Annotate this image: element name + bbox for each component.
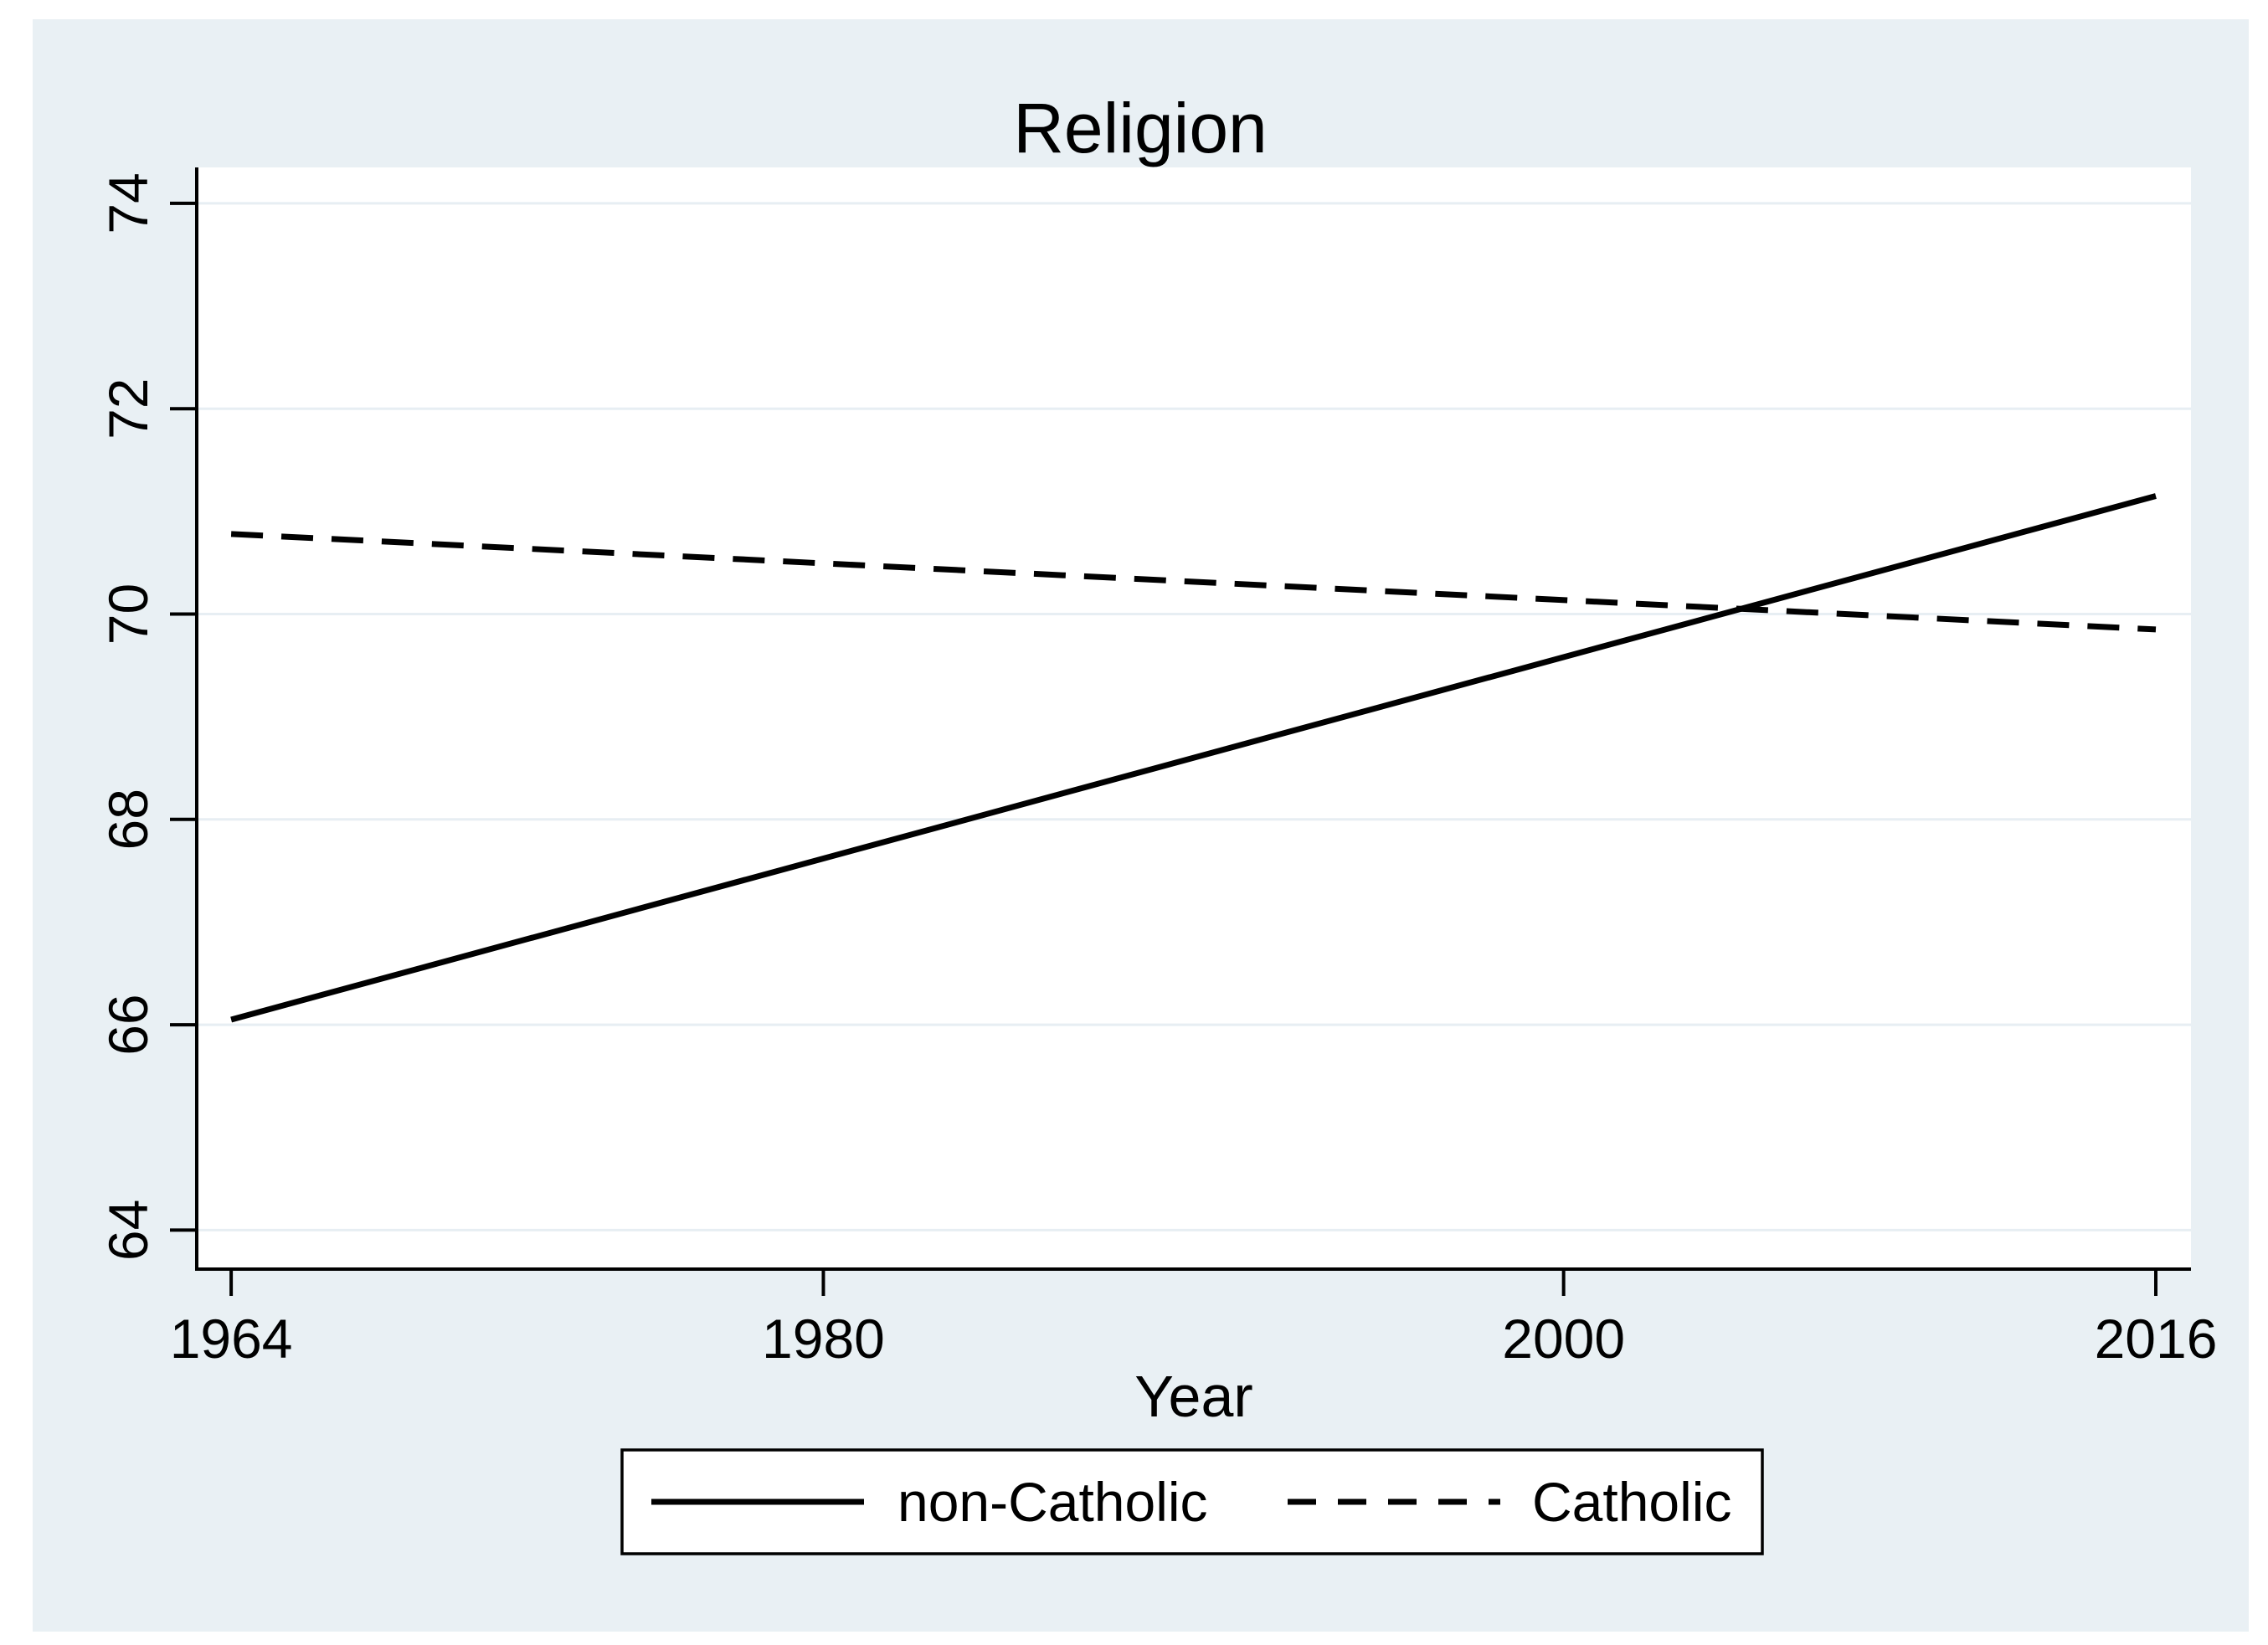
y-tick-label-64: 64 xyxy=(97,1200,159,1261)
y-tick-label-74: 74 xyxy=(97,172,159,234)
series-line-catholic xyxy=(230,531,2157,633)
x-tick-label-1980: 1980 xyxy=(762,1308,885,1370)
plot-area xyxy=(197,167,2191,1269)
x-tick-label-2000: 2000 xyxy=(1502,1308,1625,1370)
y-tick-label-68: 68 xyxy=(97,789,159,850)
y-tick-label-72: 72 xyxy=(97,378,159,440)
x-tick-label-1964: 1964 xyxy=(170,1308,293,1370)
series-lines-layer xyxy=(230,493,2157,1023)
x-axis-title: Year xyxy=(1134,1364,1252,1429)
ticks-layer xyxy=(170,201,2158,1296)
series-line-non-catholic xyxy=(230,493,2157,1023)
legend-label-non-catholic: non-Catholic xyxy=(897,1471,1208,1533)
gridlines-layer xyxy=(197,202,2191,1231)
y-tick-label-70: 70 xyxy=(97,583,159,645)
chart-title: Religion xyxy=(1013,89,1268,167)
tick-labels-layer: 64 66 68 70 72 74 1964 1980 2000 2016 xyxy=(97,172,2217,1370)
x-tick-label-2016: 2016 xyxy=(2095,1308,2218,1370)
legend: non-Catholic Catholic xyxy=(620,1448,1764,1555)
y-tick-label-66: 66 xyxy=(97,994,159,1055)
legend-label-catholic: Catholic xyxy=(1532,1471,1731,1533)
axes-layer xyxy=(195,167,2191,1271)
